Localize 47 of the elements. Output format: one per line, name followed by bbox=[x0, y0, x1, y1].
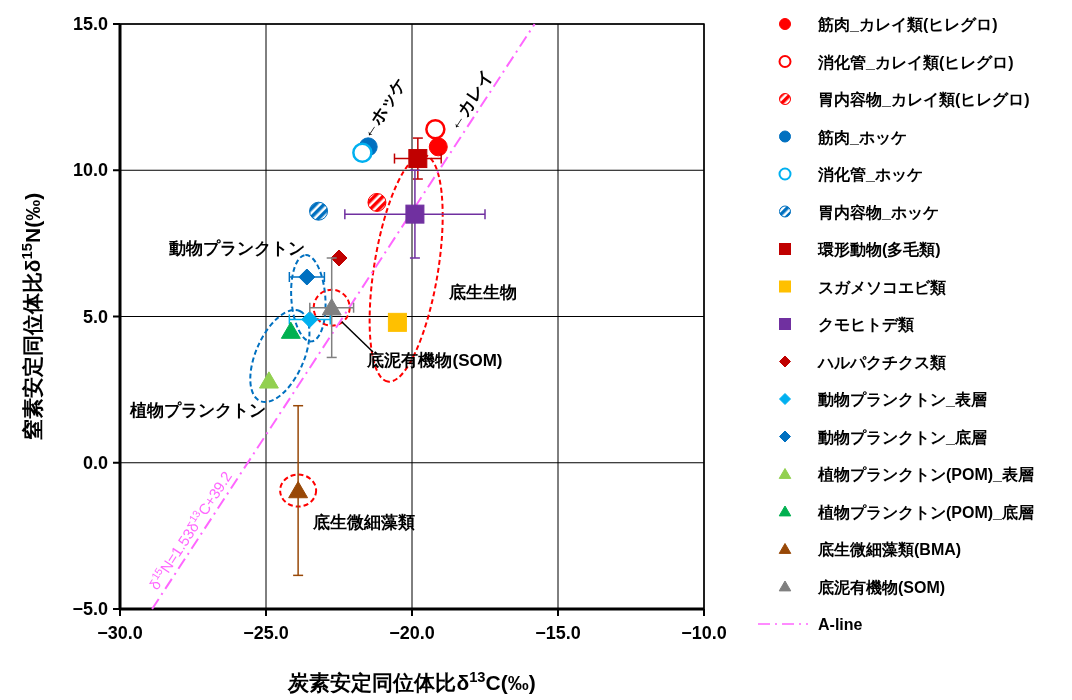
y-tick-label: 15.0 bbox=[72, 14, 108, 34]
legend-label: 動物プランクトン_表層 bbox=[817, 391, 987, 408]
point bbox=[387, 312, 407, 332]
point bbox=[367, 192, 387, 212]
point bbox=[425, 119, 446, 140]
point bbox=[298, 268, 316, 286]
annotation: 底生微細藻類 bbox=[312, 513, 415, 532]
y-tick-label: 0.0 bbox=[82, 452, 108, 473]
legend-label: 環形動物(多毛類) bbox=[817, 241, 941, 259]
legend-label: 胃内容物_カレイ類(ヒレグロ) bbox=[818, 90, 1030, 109]
legend-label: 消化管_カレイ類(ヒレグロ) bbox=[817, 53, 1014, 72]
legend-label: 植物プランクトン(POM)_表層 bbox=[817, 466, 1034, 483]
annotation: 動物プランクトン bbox=[168, 239, 305, 258]
y-tick-label: 10.0 bbox=[72, 160, 108, 181]
x-tick-label: −15.0 bbox=[535, 623, 581, 643]
legend-label: A-line bbox=[818, 616, 863, 633]
legend-label: 底生微細藻類(BMA) bbox=[817, 541, 962, 559]
point bbox=[258, 371, 279, 389]
point bbox=[405, 204, 425, 224]
legend-label: 動物プランクトン_底層 bbox=[817, 428, 987, 446]
annotation: 底生生物 bbox=[448, 283, 517, 302]
point bbox=[280, 321, 301, 339]
legend-label: 筋肉_ホッケ bbox=[817, 128, 907, 146]
point bbox=[301, 310, 319, 328]
legend-label: ハルパクチクス類 bbox=[817, 353, 946, 372]
legend-label: 植物プランクトン(POM)_底層 bbox=[817, 503, 1034, 521]
legend-label: 胃内容物_ホッケ bbox=[818, 202, 939, 221]
y-tick-label: −5.0 bbox=[72, 599, 108, 619]
x-axis-title: 炭素安定同位体比δ$^{13}$C(‰) bbox=[287, 669, 536, 694]
annotation: ←カレイ bbox=[443, 66, 497, 134]
point bbox=[428, 137, 448, 157]
annotation: ←ホッケ bbox=[356, 74, 410, 142]
legend-label: スガメソコエビ類 bbox=[818, 278, 946, 297]
legend-label: 筋肉_カレイ類(ヒレグロ) bbox=[817, 16, 998, 34]
x-tick-label: −20.0 bbox=[389, 623, 435, 643]
x-tick-label: −30.0 bbox=[97, 623, 143, 643]
x-tick-label: −10.0 bbox=[681, 623, 727, 643]
point bbox=[352, 142, 373, 163]
y-tick-label: 5.0 bbox=[82, 306, 108, 327]
legend-label: 消化管_ホッケ bbox=[817, 166, 923, 183]
point bbox=[408, 149, 428, 169]
annotation: 底泥有機物(SOM) bbox=[366, 351, 503, 370]
x-tick-label: −25.0 bbox=[243, 623, 289, 643]
legend-label: クモヒトデ類 bbox=[818, 316, 914, 334]
point bbox=[309, 201, 329, 221]
legend-label: 底泥有機物(SOM) bbox=[817, 578, 946, 596]
annotation: 植物プランクトン bbox=[129, 401, 266, 420]
